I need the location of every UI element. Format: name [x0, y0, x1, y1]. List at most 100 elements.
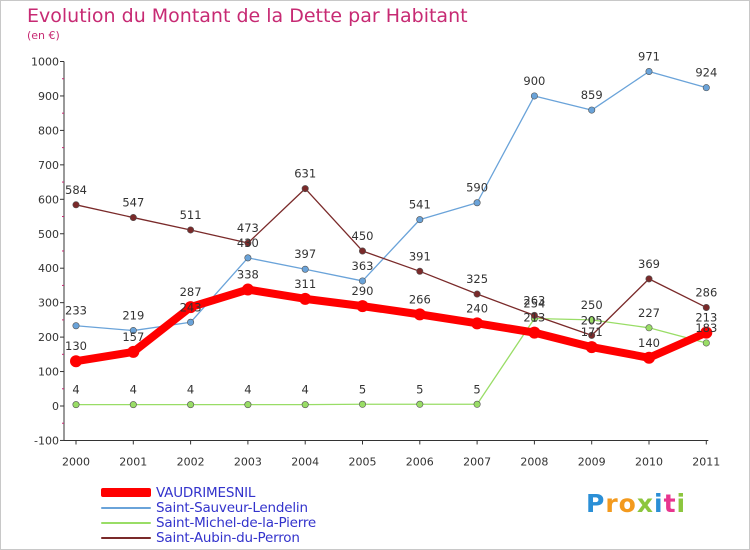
y-tick-label: 1000 — [31, 56, 59, 69]
y-tick-label: 200 — [38, 331, 59, 344]
legend-label: Saint-Sauveur-Lendelin — [156, 499, 308, 516]
data-point — [588, 106, 596, 114]
data-label: 369 — [638, 257, 660, 271]
data-point — [588, 316, 596, 324]
data-label: 325 — [466, 272, 488, 286]
data-labels: 130 157 287 338 311 290 266 240 213 171 140 213 233 2… — [65, 49, 717, 396]
data-point — [416, 267, 424, 275]
logo-letter: P — [586, 489, 606, 518]
data-label: 450 — [352, 229, 374, 243]
data-label: 286 — [695, 285, 717, 299]
data-label: 900 — [523, 74, 545, 88]
data-point — [129, 401, 137, 409]
data-label: 227 — [638, 306, 660, 320]
data-point — [358, 247, 366, 255]
legend-label: Saint-Michel-de-la-Pierre — [156, 514, 317, 531]
data-label: 473 — [237, 221, 259, 235]
data-point — [702, 303, 710, 311]
legend-swatch — [101, 536, 151, 539]
data-point — [413, 308, 426, 321]
data-label: 924 — [695, 66, 717, 80]
data-point — [187, 226, 195, 234]
legend-item: Saint-Aubin-du-Perron — [101, 530, 316, 546]
data-point — [301, 185, 309, 193]
data-label: 590 — [466, 181, 488, 195]
proxiti-logo: Proxiti — [586, 489, 686, 518]
data-label: 430 — [237, 236, 259, 250]
data-point — [244, 401, 252, 409]
y-tick-label: 0 — [52, 400, 59, 413]
data-point — [358, 400, 366, 408]
data-point — [187, 318, 195, 326]
data-label: 130 — [65, 339, 87, 353]
data-point — [184, 301, 197, 314]
data-point — [645, 67, 653, 75]
legend-item: VAUDRIMESNIL — [101, 484, 316, 501]
y-tick-label: -100 — [34, 434, 59, 447]
logo-letter: i — [654, 489, 664, 518]
data-point — [416, 400, 424, 408]
data-label: 541 — [409, 198, 431, 212]
x-tick-label: 2008 — [520, 455, 548, 468]
data-point — [129, 214, 137, 222]
logo-letter: r — [605, 489, 619, 518]
data-label: 213 — [523, 311, 545, 325]
data-point — [528, 326, 541, 339]
data-point — [643, 351, 655, 364]
x-tick-label: 2001 — [119, 455, 147, 468]
data-point — [244, 254, 252, 262]
data-label: 157 — [122, 330, 144, 344]
data-point — [127, 345, 140, 358]
x-tick-label: 2000 — [62, 455, 90, 468]
data-label: 213 — [695, 311, 717, 325]
data-point — [473, 400, 481, 408]
series-line-1 — [75, 70, 707, 332]
data-point — [645, 324, 653, 332]
x-tick-label: 2010 — [635, 455, 663, 468]
data-label: 584 — [65, 183, 87, 197]
data-point — [244, 239, 252, 247]
y-tick-label: 600 — [38, 193, 59, 206]
data-label: 243 — [180, 300, 202, 314]
legend-label: VAUDRIMESNIL — [156, 484, 256, 501]
data-point — [530, 311, 538, 319]
x-tick-label: 2006 — [406, 455, 434, 468]
data-point — [301, 401, 309, 409]
data-label: 547 — [122, 196, 144, 210]
data-point — [299, 292, 312, 305]
legend-item: Saint-Sauveur-Lendelin — [101, 499, 316, 516]
data-point — [473, 290, 481, 298]
y-tick-label: 100 — [38, 366, 59, 379]
data-label: 511 — [180, 208, 202, 222]
data-label: 183 — [695, 321, 717, 335]
data-label: 266 — [409, 292, 431, 306]
data-label: 263 — [523, 293, 545, 307]
data-label: 219 — [122, 309, 144, 323]
chart-title: Evolution du Montant de la Dette par Hab… — [27, 5, 468, 27]
data-label: 4 — [187, 383, 194, 397]
data-point — [702, 339, 710, 347]
data-point — [585, 341, 598, 354]
legend-swatch — [101, 521, 151, 524]
logo-letter: x — [636, 489, 654, 518]
data-point — [70, 355, 82, 368]
legend-item: Saint-Michel-de-la-Pierre — [101, 514, 317, 531]
data-label: 859 — [581, 88, 603, 102]
y-tick-label: 900 — [38, 90, 59, 103]
chart-unit-label: (en €) — [27, 29, 60, 42]
data-point — [530, 92, 538, 100]
legend-swatch — [101, 506, 151, 509]
data-label: 4 — [244, 383, 251, 397]
data-label: 971 — [638, 49, 660, 63]
data-point — [416, 216, 424, 224]
data-point — [241, 283, 254, 296]
data-point — [471, 317, 484, 330]
data-label: 4 — [130, 383, 137, 397]
logo-letter: i — [676, 489, 687, 518]
data-point — [301, 265, 309, 273]
data-label: 4 — [302, 383, 309, 397]
data-label: 397 — [294, 247, 316, 261]
data-label: 631 — [294, 167, 316, 181]
series-layer — [70, 67, 713, 409]
